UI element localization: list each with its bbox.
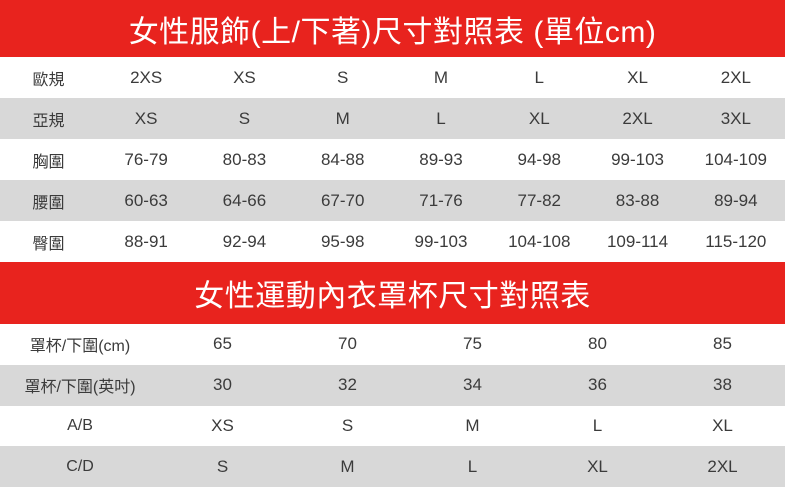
size-cell: 115-120 bbox=[705, 231, 767, 251]
size-cell: 70 bbox=[338, 334, 357, 354]
size-cell: S bbox=[216, 456, 229, 476]
table-row-cup-ab: A/B XS S M L XL bbox=[0, 405, 785, 447]
row-label: 腰圍 bbox=[32, 194, 65, 212]
size-cell: 88-91 bbox=[124, 231, 168, 251]
size-cell: XL bbox=[528, 108, 550, 128]
size-cell: 94-98 bbox=[517, 149, 561, 169]
size-cell: XS bbox=[233, 67, 256, 87]
size-cell: 2XL bbox=[622, 108, 653, 128]
row-label: 罩杯/下圍(cm) bbox=[29, 338, 131, 356]
row-label: 臀圍 bbox=[32, 235, 65, 253]
size-cell: 38 bbox=[713, 375, 732, 395]
table-row-chest: 胸圍 76-79 80-83 84-88 89-93 94-98 99-103 … bbox=[0, 139, 785, 180]
size-cell: 84-88 bbox=[320, 149, 365, 169]
size-cell: 36 bbox=[588, 375, 607, 395]
table-row-underband-cm: 罩杯/下圍(cm) 65 70 75 80 85 bbox=[0, 324, 785, 365]
size-cell: 32 bbox=[338, 375, 357, 395]
size-cell: 67-70 bbox=[320, 190, 365, 210]
row-label: 胸圍 bbox=[32, 153, 65, 171]
size-cell: 99-103 bbox=[414, 231, 468, 251]
bra-cup-size-table: 罩杯/下圍(cm) 65 70 75 80 85 罩杯/下圍(英吋) 30 32… bbox=[0, 324, 785, 487]
clothing-size-table: 歐規 2XS XS S M L XL 2XL 亞規 XS S M L XL 2X… bbox=[0, 57, 785, 262]
clothing-table-title: 女性服飾(上/下著)尺寸對照表 (單位cm) bbox=[128, 15, 657, 49]
size-cell: 80 bbox=[588, 334, 607, 354]
row-label: 罩杯/下圍(英吋) bbox=[24, 379, 136, 397]
size-cell: L bbox=[436, 108, 446, 128]
size-cell: 2XS bbox=[130, 67, 163, 87]
row-label: 歐規 bbox=[32, 71, 65, 89]
size-cell: 71-76 bbox=[419, 190, 463, 210]
size-cell: 95-98 bbox=[320, 231, 365, 251]
size-cell: 64-66 bbox=[222, 190, 267, 210]
size-cell: M bbox=[433, 67, 449, 87]
size-cell: M bbox=[465, 415, 480, 435]
size-cell: 60-63 bbox=[124, 190, 168, 210]
size-cell: 104-109 bbox=[704, 149, 768, 169]
size-cell: 75 bbox=[463, 334, 482, 354]
table-row-asia-size: 亞規 XS S M L XL 2XL 3XL bbox=[0, 98, 785, 139]
table-row-eu-size: 歐規 2XS XS S M L XL 2XL bbox=[0, 57, 785, 98]
size-cell: M bbox=[340, 456, 355, 476]
size-cell: 3XL bbox=[720, 108, 751, 128]
row-label: 亞規 bbox=[32, 112, 65, 130]
size-cell: 65 bbox=[213, 334, 232, 354]
table-row-cup-cd: C/D S M L XL 2XL bbox=[0, 446, 785, 487]
bra-table-header-band: 女性運動內衣罩杯尺寸對照表 bbox=[0, 262, 785, 324]
size-cell: 2XL bbox=[720, 67, 751, 87]
size-cell: L bbox=[467, 456, 478, 476]
size-cell: XL bbox=[627, 67, 648, 87]
size-cell: 89-94 bbox=[714, 190, 758, 210]
size-cell: 89-93 bbox=[419, 149, 463, 169]
size-cell: L bbox=[534, 67, 544, 87]
size-cell: 80-83 bbox=[222, 149, 267, 169]
size-cell: 2XL bbox=[707, 456, 738, 476]
size-cell: 30 bbox=[213, 375, 232, 395]
size-cell: XS bbox=[134, 108, 158, 128]
size-cell: 92-94 bbox=[222, 231, 267, 251]
size-cell: XL bbox=[587, 456, 608, 476]
size-cell: 76-79 bbox=[124, 149, 168, 169]
table-row-hip: 臀圍 88-91 92-94 95-98 99-103 104-108 109-… bbox=[0, 221, 785, 262]
size-cell: L bbox=[592, 415, 603, 435]
size-cell: 104-108 bbox=[508, 231, 571, 251]
size-cell: 109-114 bbox=[606, 231, 669, 251]
size-cell: 34 bbox=[463, 375, 482, 395]
clothing-table-header-band: 女性服飾(上/下著)尺寸對照表 (單位cm) bbox=[0, 0, 785, 57]
size-cell: S bbox=[341, 415, 354, 435]
size-cell: XL bbox=[712, 415, 733, 435]
size-cell: 85 bbox=[713, 334, 732, 354]
size-cell: M bbox=[335, 108, 350, 128]
size-cell: S bbox=[337, 67, 349, 87]
row-label: A/B bbox=[67, 416, 93, 434]
size-cell: 99-103 bbox=[611, 149, 665, 169]
size-cell: XS bbox=[211, 415, 234, 435]
table-row-waist: 腰圍 60-63 64-66 67-70 71-76 77-82 83-88 8… bbox=[0, 180, 785, 221]
size-cell: 83-88 bbox=[615, 190, 660, 210]
bra-table-title: 女性運動內衣罩杯尺寸對照表 bbox=[194, 280, 591, 313]
size-cell: S bbox=[238, 108, 251, 128]
size-cell: 77-82 bbox=[517, 190, 561, 210]
row-label: C/D bbox=[66, 457, 94, 475]
table-row-underband-inch: 罩杯/下圍(英吋) 30 32 34 36 38 bbox=[0, 364, 785, 406]
